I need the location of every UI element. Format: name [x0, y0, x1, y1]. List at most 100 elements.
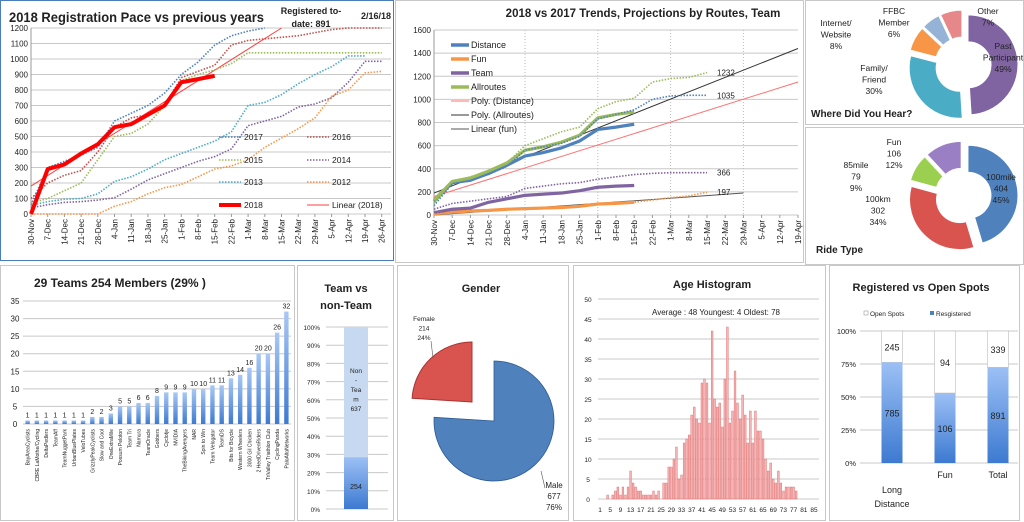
trends-svg: 2018 vs 2017 Trends, Projections by Rout… [413, 8, 803, 246]
x-tick-label: 12-Apr [344, 219, 353, 243]
leader-line [430, 340, 434, 359]
slice-internet-website [909, 27, 943, 58]
bar [90, 416, 95, 424]
bar [182, 392, 187, 424]
legend-label: 2018 [244, 200, 263, 210]
bar-value-label: 339 [990, 345, 1005, 355]
histogram-bar [761, 438, 765, 500]
slice-label: 8% [830, 41, 843, 51]
age-stats: Average : 48 Youngest: 4 Oldest: 78 [652, 308, 781, 317]
x-tick-label: BayAreaCyclists [26, 429, 32, 466]
y-tick-label: 0 [586, 497, 590, 504]
bar [108, 413, 113, 424]
legend-label: Poly. (Allroutes) [471, 110, 534, 120]
bar [164, 392, 169, 424]
slice-label: Participant [983, 53, 1024, 63]
y-tick-label: 25 [584, 397, 592, 404]
age-histogram-chart[interactable]: Age Histogram 0 5 10 15 20 25 30 35 40 45 50 Average… [573, 265, 826, 521]
slice-100mile [967, 144, 1019, 244]
series-line-2015 [30, 51, 382, 204]
histogram-bar [795, 490, 798, 500]
bar [210, 385, 215, 424]
leader-line [540, 470, 546, 489]
gender-chart[interactable]: Gender Female 214 24% Male 677 76% [397, 265, 569, 521]
teams-chart[interactable]: 29 Teams 254 Members (29% ) 0 5 10 15 20 25 30 3… [0, 265, 295, 521]
slice-label: FFBC [883, 6, 905, 16]
slice-label: Internet/ [820, 18, 852, 28]
chart-title: Team vs [324, 283, 367, 295]
bar-value-label: 3 [109, 405, 113, 412]
bar-value-label: 9 [183, 384, 187, 391]
histogram-bar [662, 482, 665, 500]
x-tick-label: 45 [708, 507, 716, 514]
y-tick-label: 1200 [413, 72, 431, 81]
teams-svg: 29 Teams 254 Members (29% )0510152025303… [11, 276, 291, 482]
y-tick-label: 50 [584, 297, 592, 304]
registered-vs-open-chart[interactable]: Registered vs Open Spots Open Spots Resgis… [829, 265, 1020, 521]
x-tick-label: 49 [719, 507, 727, 514]
bar-value-label: 11 [218, 377, 225, 384]
histogram-bar [690, 414, 693, 500]
registered-to-date-label: Registered to- [281, 6, 342, 16]
y-tick-label: 10 [11, 385, 20, 394]
y-tick-label: 400 [418, 165, 432, 174]
histogram-bar [619, 494, 622, 500]
x-tick-label: NAR [192, 429, 198, 440]
x-tick-label: 8-Feb [612, 219, 621, 240]
team-vs-nonteam-chart[interactable]: Team vs non-Team 0% 10% 20% 30% 40% 50% 60% 70% 80… [297, 265, 394, 521]
bar-value-label: 1 [26, 412, 30, 419]
series-line-prior-1232 [433, 71, 708, 204]
histogram-bar [626, 486, 630, 500]
histogram-bar [779, 482, 782, 500]
x-tick-label: 29-Mar [311, 219, 320, 245]
team-nonteam-svg: Team vs non-Team 0% 10% 20% 30% 40% 50% 60% 70% 80… [303, 283, 388, 514]
x-tick-label: TriValley Triathlon Club [266, 429, 272, 480]
legend-swatch-open [863, 310, 869, 316]
x-tick-label: 28-Dec [503, 220, 512, 246]
histogram-bar [723, 378, 726, 500]
registration-pace-chart[interactable]: 2018 Registration Pace vs previous years… [0, 0, 394, 261]
chart-title: Registered vs Open Spots [853, 282, 990, 294]
y-tick-label: 0 [13, 420, 18, 429]
slice-label: 302 [871, 206, 885, 216]
x-tick-label: 25 [658, 507, 666, 514]
x-tick-label: TeamDS [220, 428, 226, 448]
y-tick-label: 1400 [413, 49, 431, 58]
bar [53, 420, 58, 424]
x-tick-label: 19-Apr [794, 220, 803, 244]
x-tick-label: 77 [790, 507, 798, 514]
x-category-label: Distance [874, 499, 909, 509]
chart-title: 2018 vs 2017 Trends, Projections by Rout… [506, 8, 781, 20]
x-tick-label: 30-Nov [27, 219, 36, 245]
bar-label: 254 [350, 484, 362, 491]
x-tick-label: 53 [729, 507, 737, 514]
bar [80, 420, 86, 424]
chart-title: Gender [462, 283, 501, 295]
x-tick-label: PaloAltoNetworks [284, 429, 290, 469]
where-did-you-hear-chart[interactable]: Past Participant 49% Family/Friend 30% Intern… [805, 0, 1024, 125]
slice-label: 34% [869, 217, 886, 227]
histogram-bar [700, 382, 704, 500]
trends-projections-chart[interactable]: 2018 vs 2017 Trends, Projections by Rout… [395, 0, 804, 263]
y-tick-label: 800 [15, 86, 29, 95]
slice-label: Female [413, 316, 435, 323]
histogram-bar [703, 378, 706, 500]
x-tick-label: 41 [698, 507, 706, 514]
bar-value-label: 891 [990, 411, 1005, 421]
y-tick-label: 50% [841, 393, 856, 402]
x-category-label: Total [988, 470, 1007, 480]
bar-value-label: 14 [236, 367, 244, 374]
y-tick-label: 400 [15, 148, 29, 157]
legend-label: Resgistered [936, 311, 971, 318]
y-tick-label: 40 [584, 337, 592, 344]
histogram-bar [710, 330, 714, 500]
ride-type-chart[interactable]: 100mile 404 45% 100km 302 34% 85mile 79 9% Fun 106… [805, 127, 1024, 265]
bar [219, 385, 224, 424]
x-tick-label: 14-Dec [466, 220, 475, 246]
histogram-bar [746, 442, 749, 500]
bar-label: - [355, 378, 357, 385]
y-tick-label: 700 [15, 102, 29, 111]
legend-label: Linear (2018) [332, 200, 383, 210]
slice-label: 79 [851, 172, 861, 182]
